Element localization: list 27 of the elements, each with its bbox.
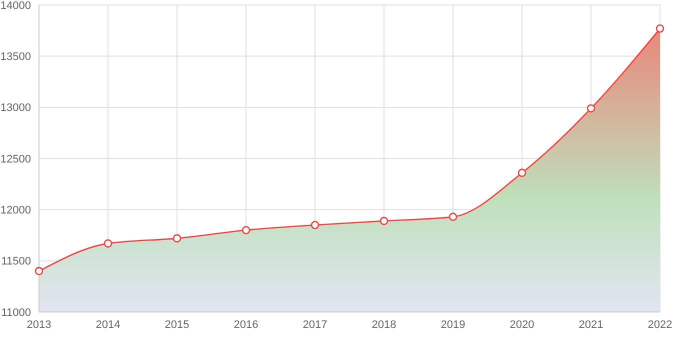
x-tick-label: 2013 [26, 318, 52, 331]
x-tick-label: 2017 [302, 318, 328, 331]
point [380, 216, 388, 226]
y-tick-label: 13500 [0, 51, 31, 64]
x-tick-label: 2021 [578, 318, 604, 331]
x-tick-label: 2016 [234, 318, 258, 331]
point [310, 220, 320, 230]
y-tick-label: 12500 [0, 153, 31, 166]
point [242, 226, 250, 234]
point [586, 104, 596, 113]
y-tick-label: 14000 [0, 0, 31, 12]
x-tick-label: 2020 [510, 318, 534, 331]
x-tick-label: 2014 [96, 318, 120, 331]
y-tick-label: 11500 [1, 256, 31, 268]
y-tick-label: 12000 [0, 204, 31, 217]
point [104, 239, 112, 248]
x-tick-label: 2015 [164, 318, 190, 331]
point [172, 234, 182, 242]
point [34, 266, 44, 276]
y-tick-label: 11000 [1, 306, 31, 319]
x-tick-label: 2022 [648, 318, 672, 331]
point [518, 168, 526, 177]
y-tick-label: 13000 [0, 102, 31, 114]
point [448, 212, 458, 221]
point [656, 24, 664, 33]
x-tick-label: 2019 [440, 318, 466, 331]
x-tick-label: 2018 [372, 318, 396, 331]
